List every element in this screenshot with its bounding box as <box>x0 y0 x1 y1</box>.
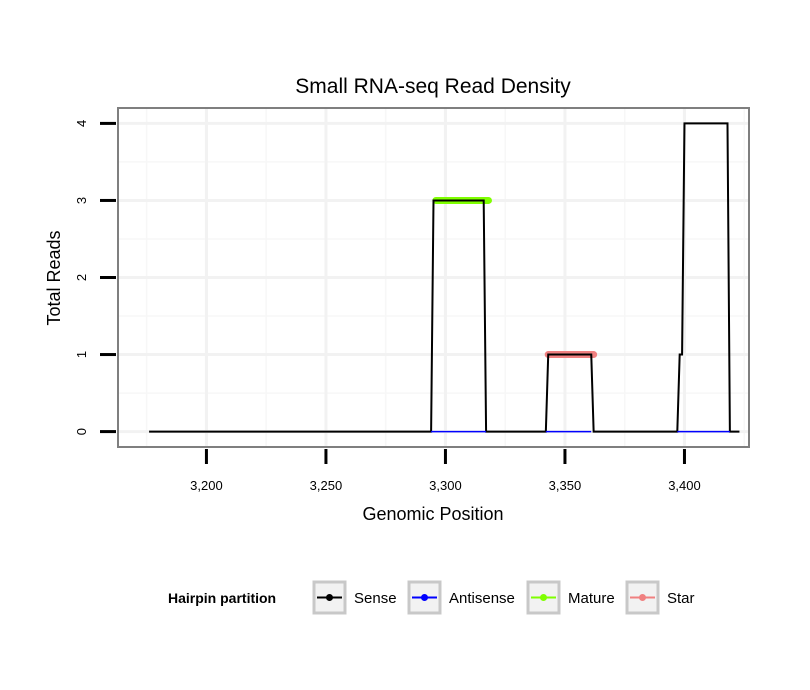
x-tick-label: 3,350 <box>549 478 582 493</box>
x-tick-label: 3,200 <box>190 478 223 493</box>
legend-label-star: Star <box>667 590 695 607</box>
legend-label-antisense: Antisense <box>449 590 515 607</box>
x-tick-label: 3,400 <box>668 478 701 493</box>
y-tick-label: 4 <box>74 120 89 127</box>
chart-title: Small RNA-seq Read Density <box>295 75 571 98</box>
x-axis-title: Genomic Position <box>362 504 503 524</box>
y-tick-label: 3 <box>74 197 89 204</box>
plot-border <box>117 107 750 448</box>
y-tick-label: 2 <box>74 274 89 281</box>
legend-key-point-antisense <box>421 594 428 601</box>
data-layer <box>149 122 740 433</box>
y-axis-title: Total Reads <box>44 230 64 325</box>
legend-label-sense: Sense <box>354 590 397 607</box>
y-tick-label: 1 <box>74 351 89 358</box>
x-tick-label: 3,300 <box>429 478 462 493</box>
legend-key-point-star <box>639 594 646 601</box>
legend-key-point-mature <box>540 594 547 601</box>
legend-key-point-sense <box>326 594 333 601</box>
series-sense-line <box>149 122 740 433</box>
legend: Hairpin partition Sense Antisense Mature St… <box>168 580 695 615</box>
axes: 3,200 3,250 3,300 3,350 3,400 0 1 2 3 4 <box>74 120 701 493</box>
legend-title: Hairpin partition <box>168 590 276 606</box>
legend-label-mature: Mature <box>568 590 615 607</box>
x-tick-label: 3,250 <box>310 478 343 493</box>
y-tick-label: 0 <box>74 428 89 435</box>
